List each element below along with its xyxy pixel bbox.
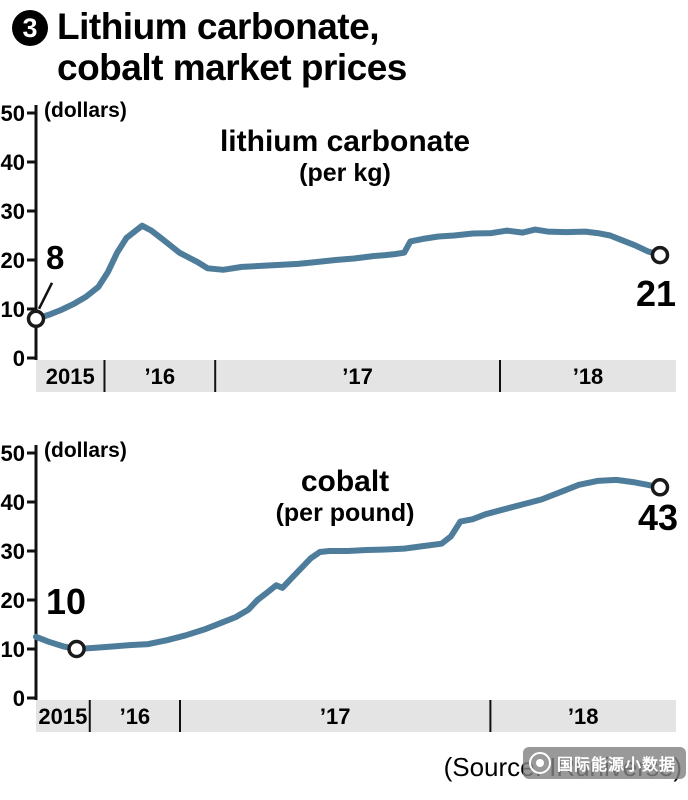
y-tick-label: 50 xyxy=(1,101,25,126)
x-tick-label: 2015 xyxy=(46,364,95,389)
y-tick-label: 40 xyxy=(1,490,25,515)
footer: (Source: IRuniverse) 国际能源小数据 xyxy=(0,733,688,793)
chart-cobalt: 2015 ’16 ’17 ’18 0 10 20 30 40 50 (dollars) cobal… xyxy=(0,433,688,733)
series-sublabel: (per kg) xyxy=(299,158,391,187)
x-tick-label: ’17 xyxy=(342,364,373,389)
end-value-label: 21 xyxy=(635,272,676,314)
cobalt-line-chart-svg: 2015 ’16 ’17 ’18 0 10 20 30 40 50 xyxy=(1,441,676,732)
title-line-1: Lithium carbonate, xyxy=(57,6,379,47)
x-tick-label: ’16 xyxy=(145,364,176,389)
page-title: 3 Lithium carbonate, cobalt market price… xyxy=(12,6,678,89)
series-label: cobalt (per pound) xyxy=(160,465,530,528)
price-line-lithium-carbonate xyxy=(33,222,663,322)
number-badge: 3 xyxy=(12,10,48,46)
series-label: lithium carbonate (per kg) xyxy=(160,125,530,188)
watermark-badge: 国际能源小数据 xyxy=(522,746,686,779)
y-tick-label: 40 xyxy=(1,150,25,175)
leader-line xyxy=(37,282,54,310)
series-name: lithium carbonate xyxy=(219,124,471,158)
y-tick-label: 0 xyxy=(13,346,25,371)
y-tick-label: 10 xyxy=(1,297,25,322)
x-tick-label: ’16 xyxy=(120,704,151,729)
x-tick-label: ’18 xyxy=(573,364,604,389)
y-tick-label: 30 xyxy=(1,199,25,224)
start-value-label: 10 xyxy=(46,580,87,622)
price-line-cobalt xyxy=(33,476,663,652)
y-tick-label: 10 xyxy=(1,637,25,662)
end-marker xyxy=(650,245,670,265)
x-tick-label: 2015 xyxy=(38,704,87,729)
y-tick-label: 50 xyxy=(1,441,25,466)
series-sublabel: (per pound) xyxy=(275,498,415,527)
unit-label: (dollars) xyxy=(44,438,127,462)
y-tick-label: 20 xyxy=(1,248,25,273)
x-tick-label: ’18 xyxy=(568,704,599,729)
start-value-label: 8 xyxy=(46,238,65,276)
start-marker xyxy=(26,309,46,328)
x-axis-band xyxy=(36,699,676,732)
x-axis-band xyxy=(36,359,676,392)
end-marker xyxy=(650,477,670,497)
start-marker xyxy=(67,639,86,659)
watermark-logo-icon xyxy=(528,751,551,774)
unit-label: (dollars) xyxy=(44,98,127,122)
lithium-line-chart-svg: 2015 ’16 ’17 ’18 0 10 20 30 40 50 xyxy=(1,101,676,392)
end-value-label: 43 xyxy=(637,496,678,538)
y-tick-label: 0 xyxy=(13,686,25,711)
y-tick-label: 30 xyxy=(1,539,25,564)
title-text: Lithium carbonate, cobalt market prices xyxy=(57,6,407,89)
header: 3 Lithium carbonate, cobalt market price… xyxy=(0,0,688,89)
series-name: cobalt xyxy=(300,464,390,498)
chart-lithium-carbonate: 2015 ’16 ’17 ’18 0 10 20 30 40 50 (dollars) lithi… xyxy=(0,93,688,393)
watermark-text: 国际能源小数据 xyxy=(556,756,676,774)
x-tick-label: ’17 xyxy=(320,704,351,729)
y-tick-label: 20 xyxy=(1,588,25,613)
title-line-2: cobalt market prices xyxy=(57,47,407,89)
